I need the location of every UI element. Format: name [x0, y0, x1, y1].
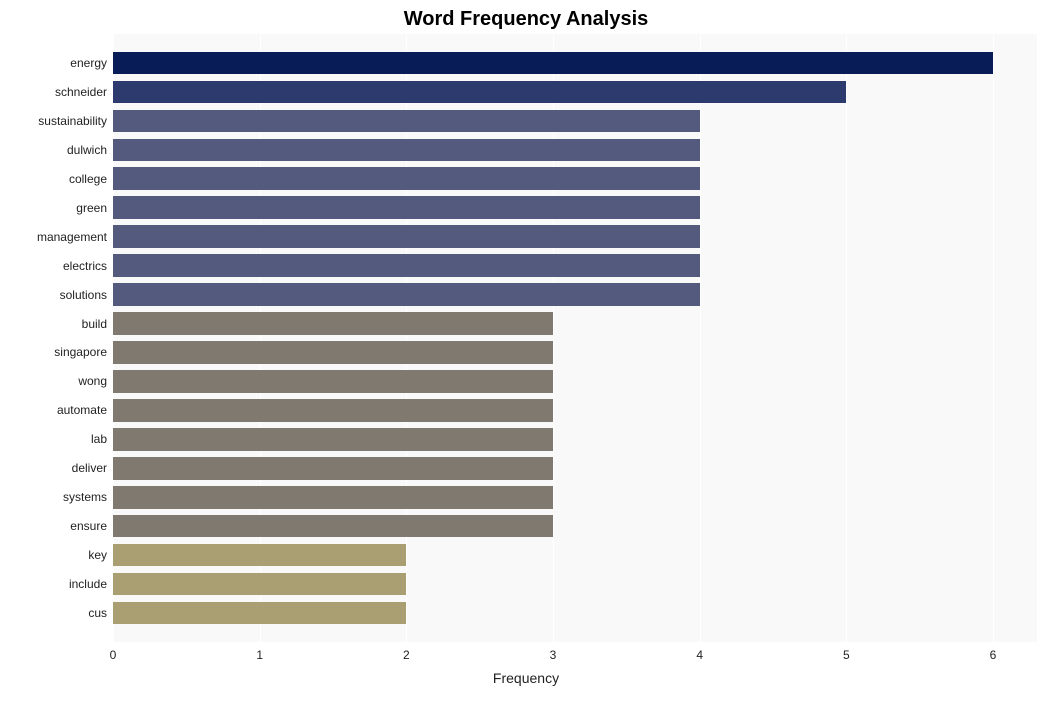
bar — [113, 515, 553, 538]
plot-area — [113, 34, 1037, 642]
y-tick-label: dulwich — [67, 143, 107, 157]
bar — [113, 341, 553, 364]
bar — [113, 602, 406, 625]
bar — [113, 457, 553, 480]
x-tick-label: 4 — [696, 648, 703, 662]
bar — [113, 110, 700, 133]
bar — [113, 167, 700, 190]
bar — [113, 312, 553, 335]
bar — [113, 370, 553, 393]
y-tick-label: solutions — [60, 288, 107, 302]
bar — [113, 283, 700, 306]
y-tick-label: ensure — [70, 519, 107, 533]
x-tick-label: 1 — [256, 648, 263, 662]
bar — [113, 81, 846, 104]
bar — [113, 196, 700, 219]
y-tick-label: deliver — [72, 461, 107, 475]
bar — [113, 544, 406, 567]
bar — [113, 399, 553, 422]
y-tick-label: build — [82, 317, 107, 331]
x-tick-label: 6 — [990, 648, 997, 662]
bar — [113, 225, 700, 248]
y-tick-label: schneider — [55, 85, 107, 99]
grid-line — [846, 34, 847, 642]
x-tick-label: 0 — [110, 648, 117, 662]
y-tick-label: management — [37, 230, 107, 244]
grid-line — [993, 34, 994, 642]
y-tick-label: green — [76, 201, 107, 215]
y-tick-label: sustainability — [38, 114, 107, 128]
y-tick-label: lab — [91, 432, 107, 446]
chart-title: Word Frequency Analysis — [0, 8, 1052, 31]
bar — [113, 428, 553, 451]
y-tick-label: electrics — [63, 259, 107, 273]
y-tick-label: cus — [88, 606, 107, 620]
y-tick-label: singapore — [54, 345, 107, 359]
y-tick-label: key — [88, 548, 107, 562]
x-axis-title: Frequency — [0, 670, 1052, 686]
bar — [113, 52, 993, 75]
chart-container: Word Frequency Analysis Frequency 0 1 2 3 4 5… — [0, 0, 1052, 701]
y-tick-label: automate — [57, 403, 107, 417]
bar — [113, 254, 700, 277]
y-tick-label: college — [69, 172, 107, 186]
y-tick-label: wong — [78, 374, 107, 388]
y-tick-label: energy — [70, 56, 107, 70]
bar — [113, 486, 553, 509]
bar — [113, 139, 700, 162]
grid-line — [700, 34, 701, 642]
y-tick-label: include — [69, 577, 107, 591]
x-tick-label: 3 — [550, 648, 557, 662]
x-tick-label: 5 — [843, 648, 850, 662]
x-tick-label: 2 — [403, 648, 410, 662]
bar — [113, 573, 406, 596]
y-tick-label: systems — [63, 490, 107, 504]
